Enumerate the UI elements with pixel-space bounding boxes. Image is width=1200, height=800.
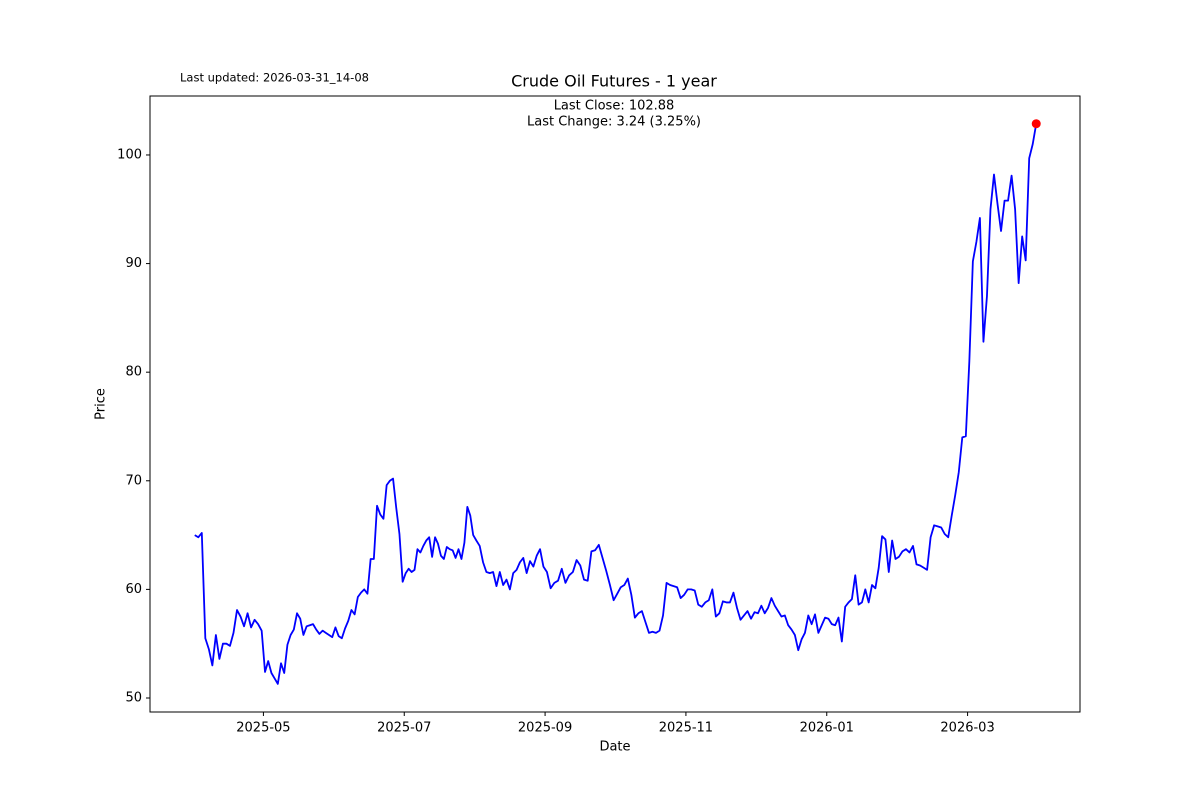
x-tick-label: 2026-03 [940,721,994,736]
x-axis-label: Date [599,740,630,755]
x-tick-label: 2025-07 [377,721,431,736]
plot-frame [149,95,1081,713]
y-tick-label: 60 [125,582,142,597]
y-axis-label: Price [94,388,109,420]
x-tick-label: 2026-01 [800,721,854,736]
x-tick-label: 2025-11 [659,721,713,736]
x-tick-label: 2025-05 [236,721,290,736]
price-line [194,123,1038,685]
y-tick-label: 100 [117,147,142,162]
last-point [1031,119,1041,129]
y-tick-label: 70 [125,473,142,488]
updated-note: Last updated: 2026-03-31_14-08 [180,71,369,85]
annotation: Last Change: 3.24 (3.25%) [527,115,701,130]
chart-title: Crude Oil Futures - 1 year [511,72,717,91]
x-tick-label: 2025-09 [518,721,572,736]
y-tick-label: 80 [125,365,142,380]
y-tick-label: 50 [125,690,142,705]
y-tick-label: 90 [125,256,142,271]
annotation: Last Close: 102.88 [554,99,675,114]
